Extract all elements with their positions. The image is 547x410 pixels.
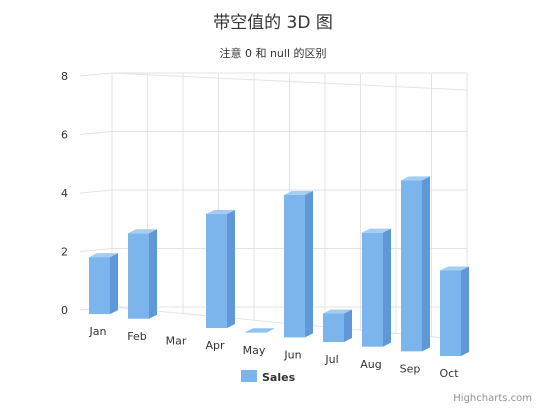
bar-front-face [89,257,110,315]
chart-subtitle: 注意 0 和 null 的区别 [219,46,326,60]
grid-line-side [79,248,113,252]
bar-top-face [401,176,430,181]
x-axis-ticks: Jan Feb Mar Apr May Jun Jul Aug Sep Oct [89,325,460,380]
bar-feb[interactable] [128,229,157,319]
bar-sep[interactable] [401,176,430,352]
bar-side-face [227,210,235,329]
bar-side-face [266,328,274,333]
grid-line-side [79,131,113,135]
bar-side-face [461,266,469,356]
bar-front-face [245,332,266,333]
legend-label[interactable]: Sales [262,371,296,384]
credit-link[interactable]: Highcharts.com [453,393,532,404]
bar-top-face [362,228,391,233]
bar-series [89,176,469,356]
y-axis-ticks: 0 2 4 6 8 [61,70,68,317]
legend[interactable]: Sales [241,370,296,384]
x-tick-label: May [243,344,266,357]
bar-front-face [128,233,149,319]
bar-top-face [206,210,235,215]
bar-front-face [284,194,305,338]
x-tick-label: Feb [127,330,146,343]
bar-side-face [110,253,118,315]
bar-oct[interactable] [440,266,469,357]
x-tick-label: Jan [89,325,107,338]
bar-top-face [245,328,274,333]
bar-top-face [128,229,157,234]
grid-line-side [79,72,113,77]
bar-side-face [422,176,430,352]
bar-front-face [323,313,344,343]
bar-may[interactable] [245,328,274,333]
y-tick-label: 2 [61,246,68,259]
y-tick-label: 4 [61,187,68,200]
y-tick-label: 6 [61,129,68,142]
bar-front-face [440,270,461,356]
back-wall-top [111,72,468,91]
x-tick-label: Jun [283,348,301,361]
bar-jun[interactable] [284,190,313,338]
x-tick-label: Jul [324,353,338,366]
y-tick-label: 0 [61,304,68,317]
chart-title: 带空值的 3D 图 [213,13,333,33]
bar-front-face [206,214,227,329]
bar-front-face [401,180,422,352]
bar-side-face [149,229,157,319]
bar-top-face [440,266,469,271]
x-tick-label: Apr [205,339,225,352]
bar-side-face [344,309,352,343]
legend-swatch[interactable] [241,370,257,382]
bar-top-face [323,309,352,314]
bar-top-face [89,253,118,258]
grid-line-side [79,189,113,194]
bar-front-face [362,232,383,347]
bar-aug[interactable] [362,228,391,347]
bar-side-face [383,228,391,347]
x-tick-label: Aug [360,358,381,371]
x-tick-label: Sep [400,362,421,375]
bar-jul[interactable] [323,309,352,343]
bar-side-face [305,190,313,338]
y-tick-label: 8 [61,70,68,83]
bar-top-face [284,190,313,195]
x-tick-label: Mar [166,334,187,347]
bar-jan[interactable] [89,253,118,315]
bar-apr[interactable] [206,210,235,329]
x-tick-label: Oct [439,367,459,380]
